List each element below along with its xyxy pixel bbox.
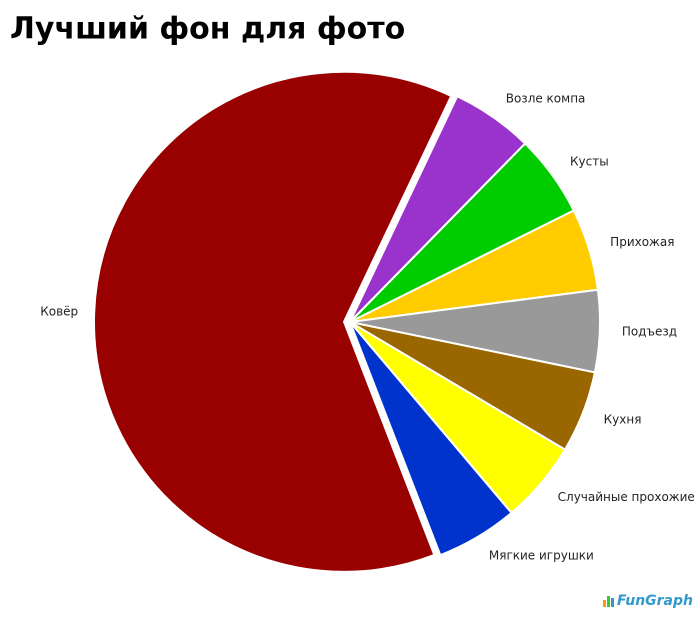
logo-icon: [603, 596, 614, 607]
slice-label: Мягкие игрушки: [489, 548, 594, 562]
slice-label: Ковёр: [40, 304, 78, 318]
chart-title: Лучший фон для фото: [10, 12, 405, 47]
slice-label: Случайные прохожие: [558, 490, 695, 504]
pie-slice: [93, 70, 453, 573]
slice-label: Прихожая: [610, 235, 674, 249]
pie-slice: [349, 321, 513, 557]
slice-label: Кусты: [570, 155, 609, 169]
slice-label: Кухня: [604, 413, 642, 427]
watermark: FunGraph: [617, 593, 693, 609]
slice-label: Подъезд: [622, 325, 677, 339]
slice-label: Возле компа: [506, 92, 586, 106]
